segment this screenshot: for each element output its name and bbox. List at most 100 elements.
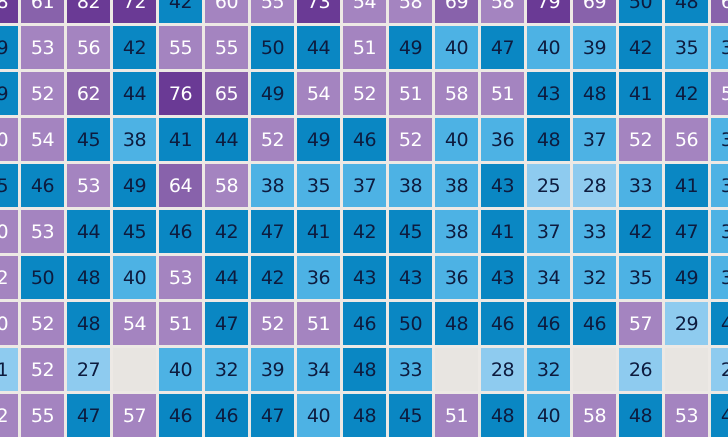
- heatmap-cell: 52: [389, 118, 432, 161]
- heatmap-cell: 52: [0, 394, 18, 437]
- heatmap-cell: 46: [343, 118, 386, 161]
- heatmap-cell: 55: [21, 394, 64, 437]
- heatmap-cell: 53: [21, 26, 64, 69]
- heatmap-cell: 38: [435, 164, 478, 207]
- heatmap-cell: 44: [297, 26, 340, 69]
- heatmap-cell: 43: [343, 256, 386, 299]
- heatmap-cell: 34: [297, 348, 340, 391]
- heatmap-cell: 44: [711, 302, 728, 345]
- heatmap-cell: 69: [435, 0, 478, 23]
- heatmap-cell: 37: [343, 164, 386, 207]
- heatmap-cell: 33: [573, 210, 616, 253]
- heatmap-cell: 55: [159, 26, 202, 69]
- heatmap-cell: 36: [435, 256, 478, 299]
- heatmap-cell: 49: [251, 72, 294, 115]
- heatmap-cell: 26: [619, 348, 662, 391]
- heatmap-cell: 41: [159, 118, 202, 161]
- heatmap-cell: 33: [711, 256, 728, 299]
- heatmap-cell: 40: [113, 256, 156, 299]
- heatmap-cell: 48: [67, 256, 110, 299]
- heatmap-cell: 54: [297, 72, 340, 115]
- heatmap-cell: 47: [67, 394, 110, 437]
- heatmap-cell: 52: [343, 72, 386, 115]
- heatmap-cell: 52: [251, 118, 294, 161]
- heatmap-cell: 28: [573, 164, 616, 207]
- heatmap-cell: 38: [389, 164, 432, 207]
- heatmap-cell: 60: [0, 118, 18, 161]
- heatmap-cell: 76: [159, 72, 202, 115]
- heatmap-cell: 49: [113, 164, 156, 207]
- heatmap-cell: 47: [205, 302, 248, 345]
- heatmap-cell: 48: [435, 302, 478, 345]
- heatmap-cell: 37: [573, 118, 616, 161]
- heatmap-cell: 36: [481, 118, 524, 161]
- heatmap-cell: 60: [0, 210, 18, 253]
- heatmap-cell: 41: [619, 72, 662, 115]
- heatmap-cell: 55: [251, 0, 294, 23]
- heatmap-cell: 51: [159, 302, 202, 345]
- heatmap-cell: 46: [205, 394, 248, 437]
- heatmap-cell: 65: [205, 72, 248, 115]
- heatmap-cell: 27: [67, 348, 110, 391]
- heatmap-cell: 42: [619, 210, 662, 253]
- heatmap-cell: 48: [573, 72, 616, 115]
- heatmap-cell: 54: [21, 118, 64, 161]
- heatmap-cell-empty: [435, 348, 478, 391]
- heatmap-cell: 48: [343, 348, 386, 391]
- heatmap-cell: 50: [389, 302, 432, 345]
- heatmap-cell: 49: [665, 256, 708, 299]
- heatmap-cell: 42: [343, 210, 386, 253]
- heatmap-cell: 55: [711, 72, 728, 115]
- heatmap-cell: 36: [711, 118, 728, 161]
- heatmap-cell: 52: [251, 302, 294, 345]
- heatmap-cell: 51: [481, 72, 524, 115]
- heatmap-cell: 48: [527, 118, 570, 161]
- heatmap-cell: 53: [67, 164, 110, 207]
- heatmap-cell: 58: [573, 394, 616, 437]
- heatmap-cell: 43: [481, 256, 524, 299]
- heatmap-cell: 32: [527, 348, 570, 391]
- heatmap-cell: 27: [711, 348, 728, 391]
- heatmap-cell: 56: [665, 118, 708, 161]
- heatmap-cell: 52: [21, 72, 64, 115]
- heatmap-cell: 35: [711, 210, 728, 253]
- heatmap-cell: 49: [0, 26, 18, 69]
- heatmap-cell: 51: [435, 394, 478, 437]
- heatmap-cell-empty: [113, 348, 156, 391]
- heatmap-cell: 45: [389, 210, 432, 253]
- heatmap-cell: 53: [159, 256, 202, 299]
- heatmap-cell: 37: [711, 164, 728, 207]
- heatmap-cell: 45: [0, 164, 18, 207]
- heatmap-cell: 47: [665, 210, 708, 253]
- heatmap-cell: 52: [21, 302, 64, 345]
- heatmap-cell: 46: [527, 302, 570, 345]
- heatmap-cell: 43: [389, 256, 432, 299]
- heatmap-cell: 49: [0, 72, 18, 115]
- heatmap-cell: 40: [297, 394, 340, 437]
- heatmap-cell: 32: [205, 348, 248, 391]
- heatmap-cell: 78: [0, 0, 18, 23]
- heatmap-cell: 44: [67, 210, 110, 253]
- heatmap-cell: 48: [619, 394, 662, 437]
- heatmap-cell: 40: [159, 348, 202, 391]
- heatmap-cell: 53: [665, 394, 708, 437]
- heatmap-cell: 82: [67, 0, 110, 23]
- heatmap-cell: 64: [159, 164, 202, 207]
- heatmap-cell: 60: [205, 0, 248, 23]
- heatmap-cell: 58: [435, 72, 478, 115]
- heatmap-cell: 44: [205, 118, 248, 161]
- heatmap-cell: 46: [159, 210, 202, 253]
- heatmap-cell: 45: [113, 210, 156, 253]
- heatmap-cell: 40: [435, 26, 478, 69]
- heatmap-cell: 40: [527, 26, 570, 69]
- heatmap-cell: 52: [21, 348, 64, 391]
- heatmap-cell: 50: [21, 256, 64, 299]
- heatmap-cell: 51: [297, 302, 340, 345]
- heatmap-cell: 46: [711, 394, 728, 437]
- heatmap-cell: 54: [113, 302, 156, 345]
- heatmap-cell: 33: [389, 348, 432, 391]
- heatmap-cell: 25: [527, 164, 570, 207]
- heatmap-cell: 63: [711, 0, 728, 23]
- heatmap-cell: 39: [573, 26, 616, 69]
- heatmap-cell: 46: [159, 394, 202, 437]
